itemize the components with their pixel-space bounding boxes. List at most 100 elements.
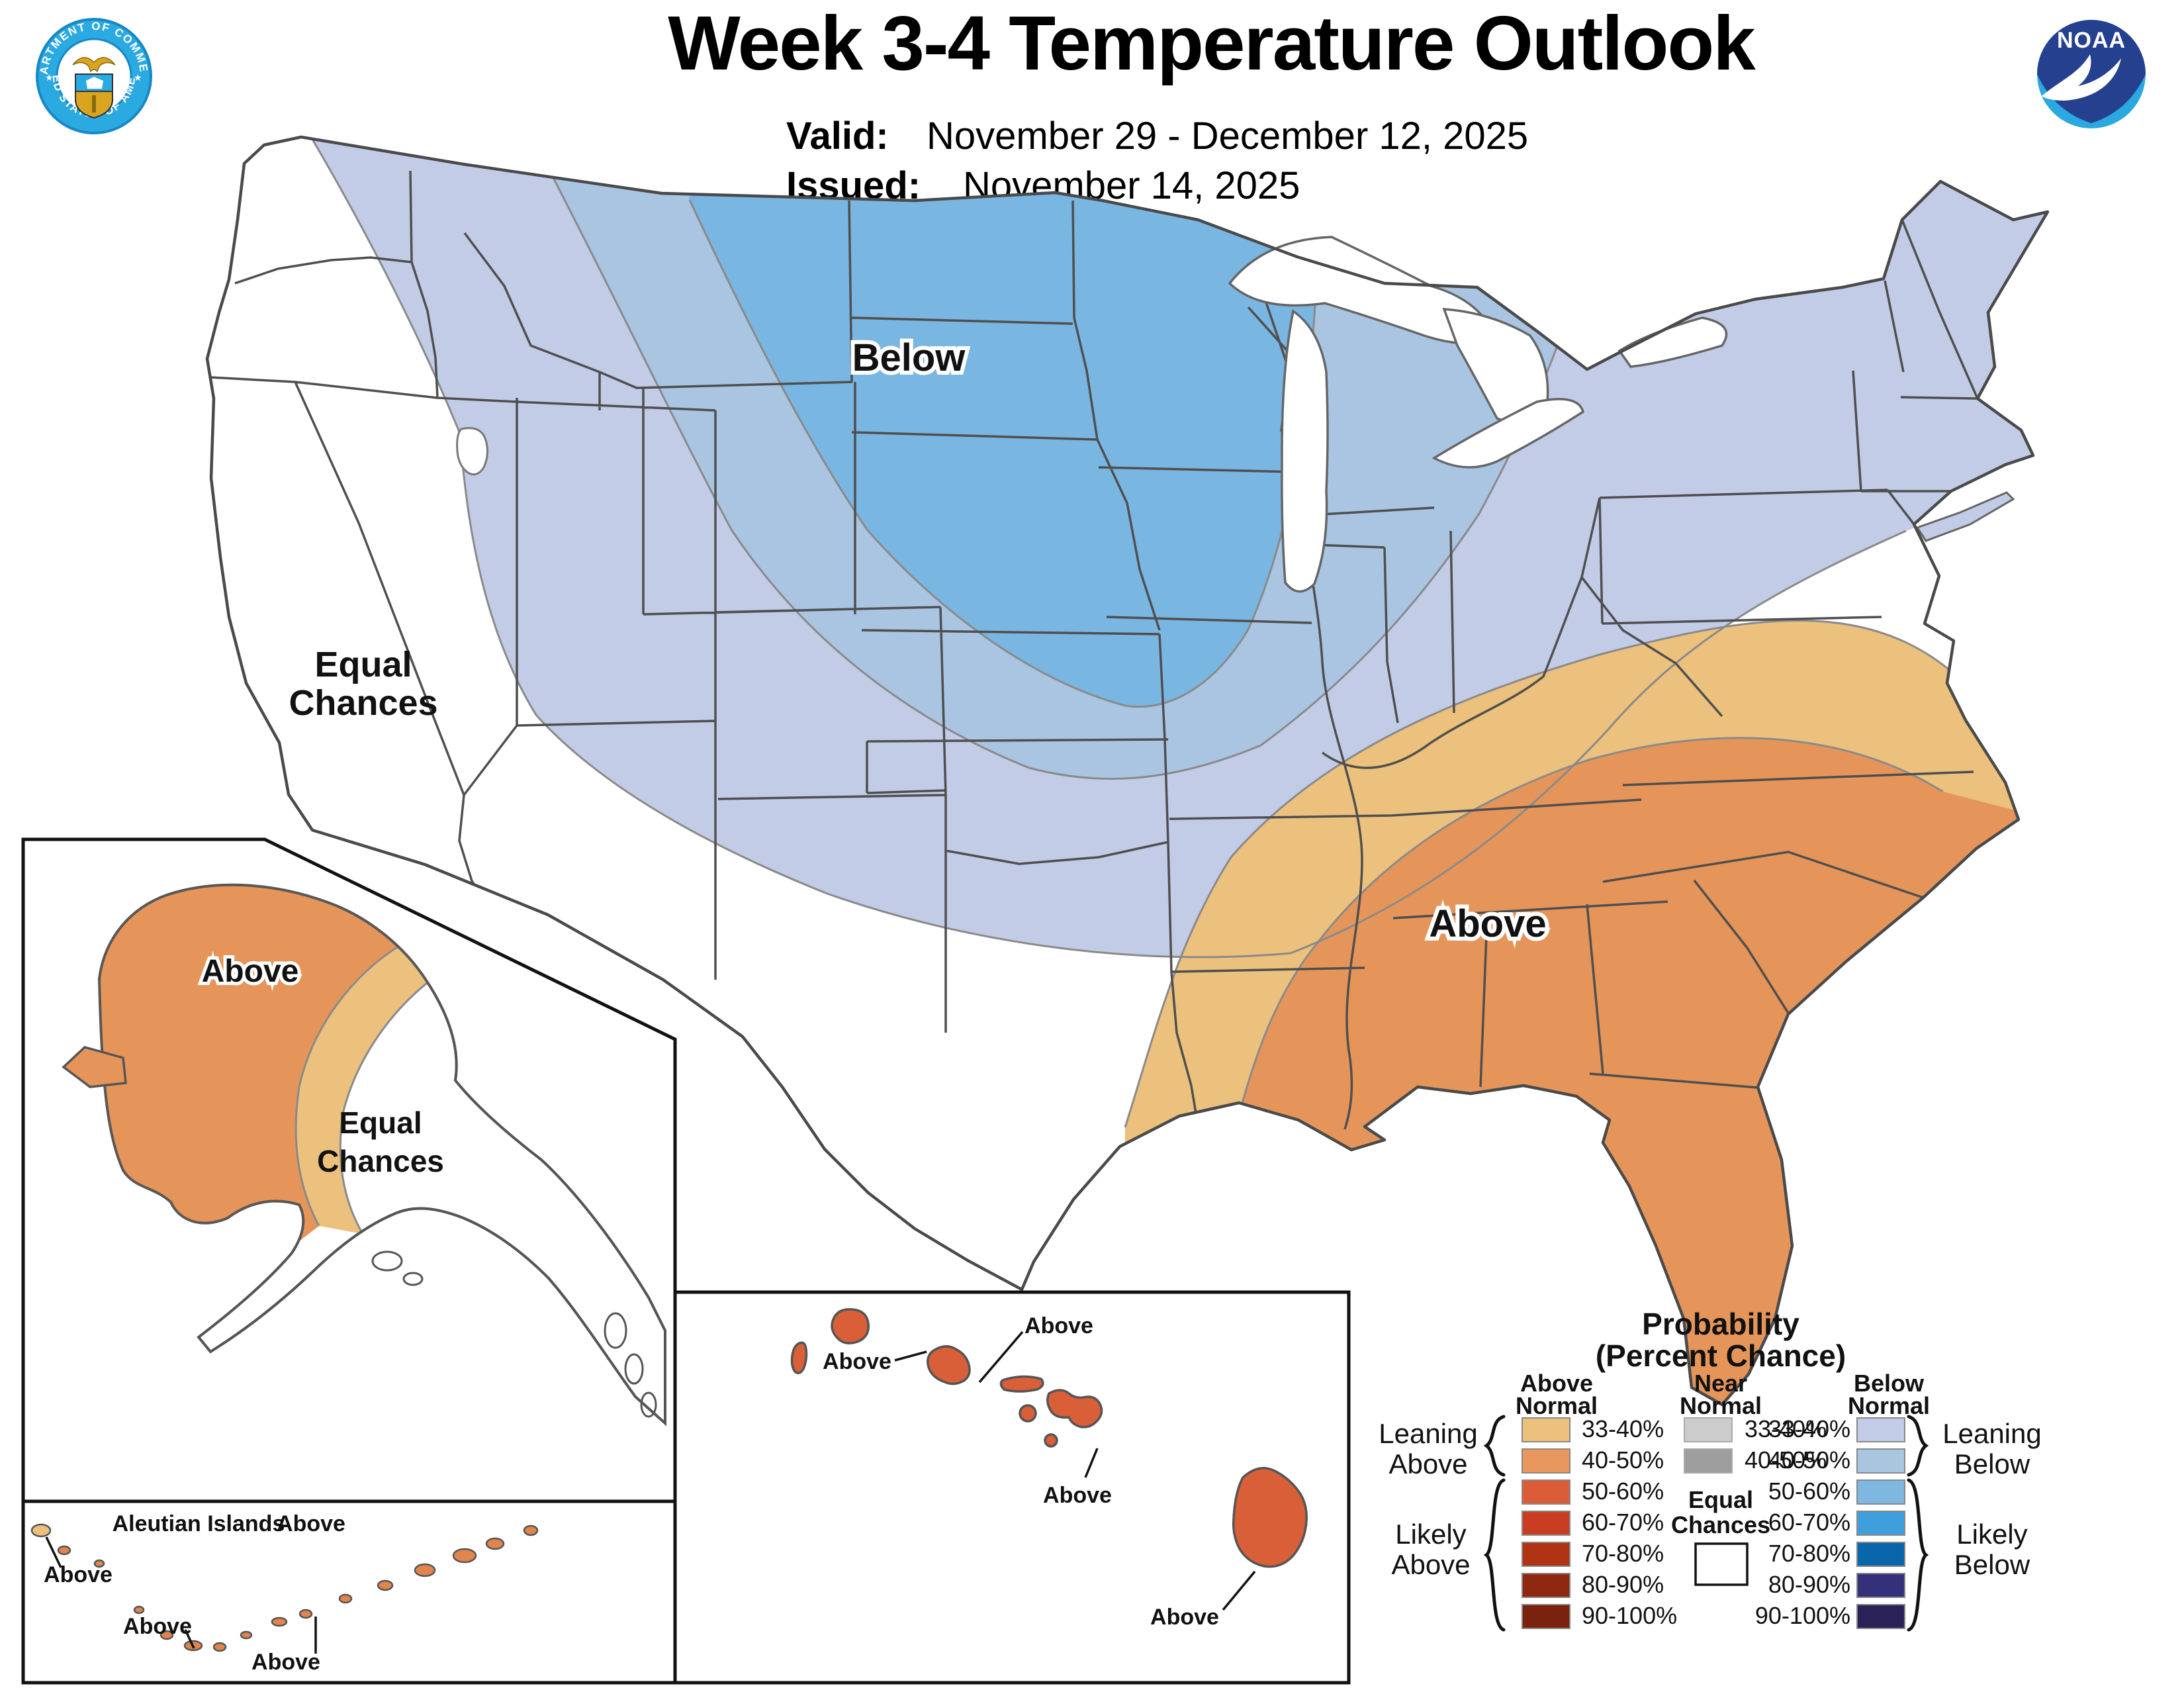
legend-near-header-1: Near: [1694, 1370, 1747, 1397]
doc-seal-star-right: ★: [134, 72, 142, 83]
legend-swatch: [1522, 1573, 1570, 1598]
legend-range: 80-90%: [1768, 1571, 1850, 1598]
legend-swatch: [1856, 1448, 1905, 1474]
legend-swatch: [1856, 1604, 1905, 1629]
legend-range: 70-80%: [1582, 1540, 1664, 1567]
alaska-inset: Above Equal Chances: [21, 837, 677, 1503]
alaska-region-above-40-50: [99, 884, 402, 1258]
valid-label: Valid:: [786, 115, 889, 158]
legend-equal-chances-line1: Equal: [1688, 1486, 1753, 1513]
lake-michigan: [1281, 309, 1329, 593]
aleutian-islands-chain: [30, 1523, 539, 1652]
legend-range: 60-70%: [1582, 1509, 1664, 1536]
legend-range: 33-40%: [1768, 1415, 1850, 1442]
island-big-island: [1232, 1467, 1308, 1568]
legend-equal-chances-swatch: [1694, 1542, 1749, 1586]
legend-swatch: [1522, 1417, 1570, 1442]
map-below-label: Below: [852, 336, 966, 379]
brace-likely-below: [1907, 1478, 1929, 1632]
legend-swatch: [1856, 1417, 1905, 1442]
legend-leaning-below-1: Leaning: [1942, 1418, 2041, 1449]
island-kauai: [831, 1308, 870, 1344]
great-salt-lake: [456, 427, 488, 476]
legend-swatch: [1522, 1448, 1570, 1474]
legend-likely-above-1: Likely: [1395, 1519, 1466, 1550]
legend-title-line2: (Percent Chance): [1596, 1338, 1846, 1373]
legend-near-header-2: Normal: [1680, 1392, 1762, 1419]
legend-likely-below-1: Likely: [1956, 1519, 2027, 1550]
legend-below-header-1: Below: [1854, 1370, 1925, 1397]
hawaii-above-label-2: Above: [823, 1349, 891, 1374]
long-island: [1915, 491, 2015, 542]
legend-leaning-above-1: Leaning: [1379, 1418, 1477, 1449]
legend-likely-below-2: Below: [1954, 1549, 2030, 1580]
hawaii-above-label-1: Above: [1024, 1313, 1093, 1338]
island-molokai: [999, 1375, 1044, 1393]
doc-seal-lighthouse-icon: [92, 95, 96, 113]
conus-outline: [205, 135, 2050, 1407]
doc-seal-eagle-icon: [72, 57, 116, 73]
legend-leaning-below-2: Below: [1954, 1448, 2030, 1479]
legend-range: 40-50%: [1768, 1446, 1850, 1474]
aleutian-title: Aleutian Islands: [113, 1511, 285, 1536]
island-maui: [1046, 1389, 1103, 1429]
legend-range: 40-50%: [1582, 1446, 1664, 1474]
legend-above-header-2: Normal: [1516, 1392, 1598, 1419]
legend-range: 60-70%: [1768, 1509, 1850, 1536]
legend-below-column: 33-40% 40-50% 50-60% 60-70% 70-80% 80-90…: [1755, 1415, 1905, 1629]
legend-near-column: 33-40% 40-50% Equal Chances: [1671, 1415, 1827, 1586]
header: Week 3-4 Temperature Outlook Valid: Nove…: [668, 0, 1757, 207]
aleutian-leader-lines: [45, 1536, 317, 1654]
legend-swatch: [1684, 1417, 1733, 1442]
legend-range: 33-40%: [1745, 1415, 1827, 1442]
legend-swatch: [1856, 1511, 1905, 1536]
hawaii-above-label-3: Above: [1043, 1483, 1112, 1508]
aleutian-above-label-east: Above: [251, 1650, 320, 1675]
doc-seal-ship-icon: [86, 77, 103, 89]
legend-leaning-above-2: Above: [1388, 1448, 1467, 1479]
island-niihau: [790, 1341, 808, 1374]
hawaii-inset: Above Above Above Above: [673, 1290, 1351, 1685]
legend-range: 50-60%: [1582, 1477, 1664, 1505]
legend-range: 80-90%: [1582, 1571, 1664, 1598]
hawaii-leader-lines: [894, 1331, 1256, 1611]
aleutian-above-label-west: Above: [44, 1562, 113, 1587]
legend-below-header-2: Normal: [1848, 1392, 1930, 1419]
alaska-equal-label-line1: Equal: [339, 1105, 422, 1140]
doc-seal-logo: DEPARTMENT OF COMMERCE UNITED STATES OF …: [0, 0, 152, 134]
hawaii-islands: [790, 1308, 1308, 1568]
legend-swatch: [1522, 1479, 1570, 1505]
legend-swatch: [1522, 1511, 1570, 1536]
map-equal-label-line2: Chances: [289, 683, 437, 723]
map-above-label: Above: [1429, 902, 1546, 945]
alaska-equal-label-line2: Chances: [317, 1144, 444, 1178]
kodiak-island-2: [402, 1272, 424, 1286]
hawaii-inset-box: [673, 1290, 1351, 1685]
legend-equal-chances-line2: Chances: [1671, 1511, 1770, 1538]
brace-likely-above: [1483, 1478, 1506, 1632]
brace-leaning-above: [1483, 1415, 1506, 1477]
legend-swatch: [1856, 1479, 1905, 1505]
lake-erie: [1432, 398, 1585, 469]
alaska-above-label: Above: [202, 954, 299, 989]
kodiak-island: [371, 1250, 403, 1272]
legend-above-column: 33-40% 40-50% 50-60% 60-70% 70-80% 80-90…: [1522, 1415, 1677, 1629]
great-lakes: [1228, 236, 1728, 593]
legend: Probability (Percent Chance) Above Norma…: [1379, 1307, 2042, 1632]
hawaii-above-label-4: Above: [1150, 1605, 1219, 1630]
legend-range: 90-100%: [1755, 1602, 1850, 1629]
alaska-region-above-33-40: [296, 944, 442, 1234]
doc-seal-star-left: ★: [45, 72, 54, 83]
legend-above-header-1: Above: [1520, 1370, 1593, 1397]
noaa-text: NOAA: [2057, 28, 2126, 53]
legend-swatch: [1856, 1573, 1905, 1598]
legend-swatch: [1684, 1448, 1733, 1474]
legend-swatch: [1522, 1542, 1570, 1567]
legend-swatch: [1856, 1542, 1905, 1567]
island-oahu: [927, 1345, 971, 1385]
legend-range: 33-40%: [1582, 1415, 1664, 1442]
alaska-se-islands: [604, 1312, 657, 1418]
state-borders: [210, 170, 1979, 1130]
